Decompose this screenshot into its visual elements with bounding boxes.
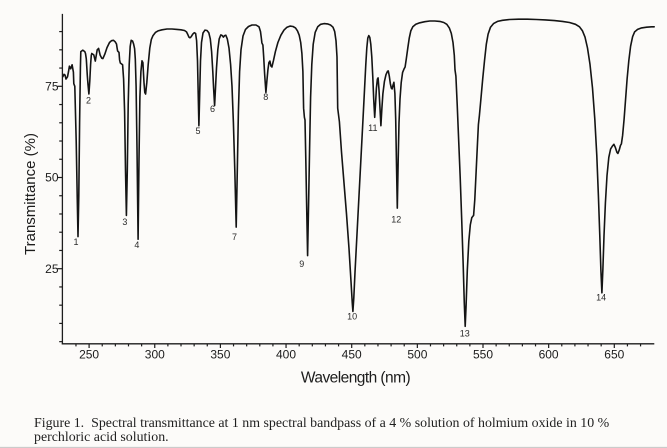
svg-text:2: 2 <box>86 96 91 106</box>
svg-text:250: 250 <box>79 348 99 362</box>
svg-text:3: 3 <box>122 217 127 227</box>
svg-text:300: 300 <box>145 348 165 362</box>
svg-text:10: 10 <box>347 312 357 322</box>
svg-text:50: 50 <box>45 171 59 185</box>
svg-text:400: 400 <box>276 348 296 362</box>
svg-text:350: 350 <box>210 348 230 362</box>
svg-text:14: 14 <box>596 293 606 303</box>
svg-text:4: 4 <box>134 240 139 250</box>
svg-text:25: 25 <box>45 262 59 276</box>
svg-text:650: 650 <box>604 348 624 362</box>
svg-text:7: 7 <box>232 232 237 242</box>
svg-text:550: 550 <box>473 348 493 362</box>
svg-text:Transmittance (%): Transmittance (%) <box>22 133 39 255</box>
svg-text:75: 75 <box>45 80 59 94</box>
svg-text:Wavelength (nm): Wavelength (nm) <box>301 370 411 387</box>
svg-text:600: 600 <box>539 348 559 362</box>
svg-text:500: 500 <box>407 348 427 362</box>
svg-text:450: 450 <box>342 348 362 362</box>
svg-text:9: 9 <box>299 259 304 269</box>
svg-text:11: 11 <box>368 123 377 133</box>
svg-text:12: 12 <box>391 215 401 225</box>
svg-text:5: 5 <box>195 126 200 136</box>
svg-text:8: 8 <box>263 92 268 102</box>
svg-text:1: 1 <box>73 237 78 247</box>
svg-text:6: 6 <box>210 104 215 114</box>
svg-text:13: 13 <box>460 329 470 339</box>
